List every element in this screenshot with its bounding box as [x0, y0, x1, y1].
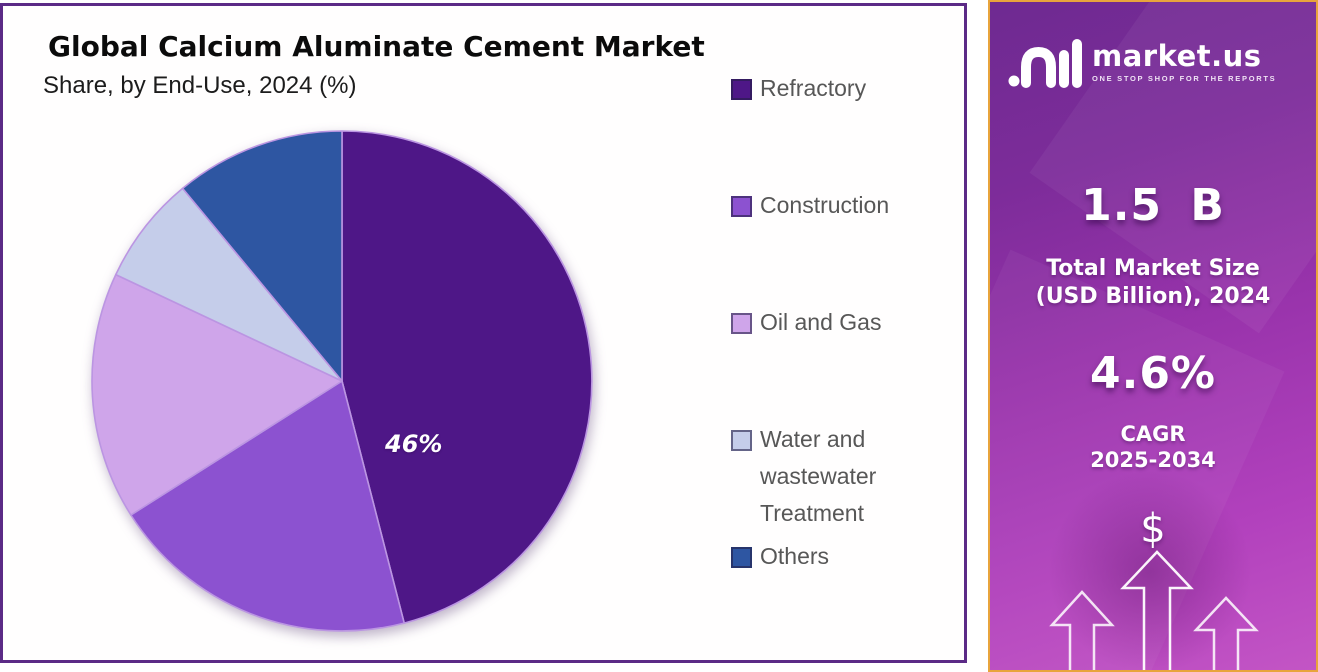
legend-item-oil-and-gas: Oil and Gas — [731, 304, 922, 341]
cagr-value: 4.6% — [1089, 348, 1217, 399]
legend-swatch-icon — [731, 196, 752, 217]
market-size-label-line1: Total Market Size — [1046, 256, 1260, 281]
legend-swatch-icon — [731, 547, 752, 568]
legend-swatch-icon — [731, 430, 752, 451]
legend-label: Oil and Gas — [760, 309, 882, 335]
cagr-label-line1: CAGR — [1120, 422, 1186, 446]
brand-text: market.us ONE STOP SHOP FOR THE REPORTS — [1092, 41, 1276, 83]
pie-slice-oil-and-gas — [91, 273, 343, 516]
brand-tagline: ONE STOP SHOP FOR THE REPORTS — [1092, 74, 1277, 83]
pie-chart — [86, 125, 598, 637]
legend-item-refractory: Refractory — [731, 70, 922, 107]
cagr-label-line2: 2025-2034 — [1090, 448, 1216, 472]
pie-slice-value-label: 46% — [385, 430, 443, 458]
legend-item-water-and-wastewater-treatment: Water and wastewater Treatment — [731, 421, 922, 532]
legend-label: Refractory — [760, 75, 867, 101]
legend-label: Water and wastewater Treatment — [760, 426, 877, 526]
dollar-sign-icon: $ — [1140, 506, 1166, 552]
legend-label: Others — [760, 543, 830, 569]
chart-panel: Global Calcium Aluminate Cement Market S… — [0, 3, 967, 663]
arrow-up-right-icon — [1193, 596, 1259, 670]
pie-slice-water-and-wastewater-treatment — [115, 187, 343, 382]
arrow-up-center-icon — [1120, 550, 1194, 670]
arrow-up-left-icon — [1049, 590, 1115, 670]
chart-title: Global Calcium Aluminate Cement Market — [48, 30, 705, 63]
market-size-label-line2: (USD Billion), 2024 — [1035, 284, 1271, 309]
chart-subtitle: Share, by End-Use, 2024 (%) — [43, 72, 357, 99]
marketus-logomark-icon — [1008, 39, 1082, 88]
growth-arrows-icon — [1049, 550, 1259, 670]
pie-slice-others — [181, 130, 343, 382]
legend-item-construction: Construction — [731, 187, 922, 224]
pie-slice-refractory — [341, 130, 593, 624]
pie-slice-construction — [130, 380, 405, 632]
market-size-value: 1.5 B — [1081, 180, 1225, 231]
brand-logo: market.us ONE STOP SHOP FOR THE REPORTS — [1006, 30, 1306, 94]
pie-chart-svg — [91, 130, 593, 632]
chart-legend: Refractory Construction Oil and Gas Water a… — [731, 70, 936, 630]
brand-sidebar: market.us ONE STOP SHOP FOR THE REPORTS … — [988, 0, 1318, 672]
brand-name: market.us — [1092, 39, 1262, 73]
legend-swatch-icon — [731, 79, 752, 100]
legend-swatch-icon — [731, 313, 752, 334]
legend-item-others: Others — [731, 538, 922, 575]
legend-label: Construction — [760, 192, 890, 218]
